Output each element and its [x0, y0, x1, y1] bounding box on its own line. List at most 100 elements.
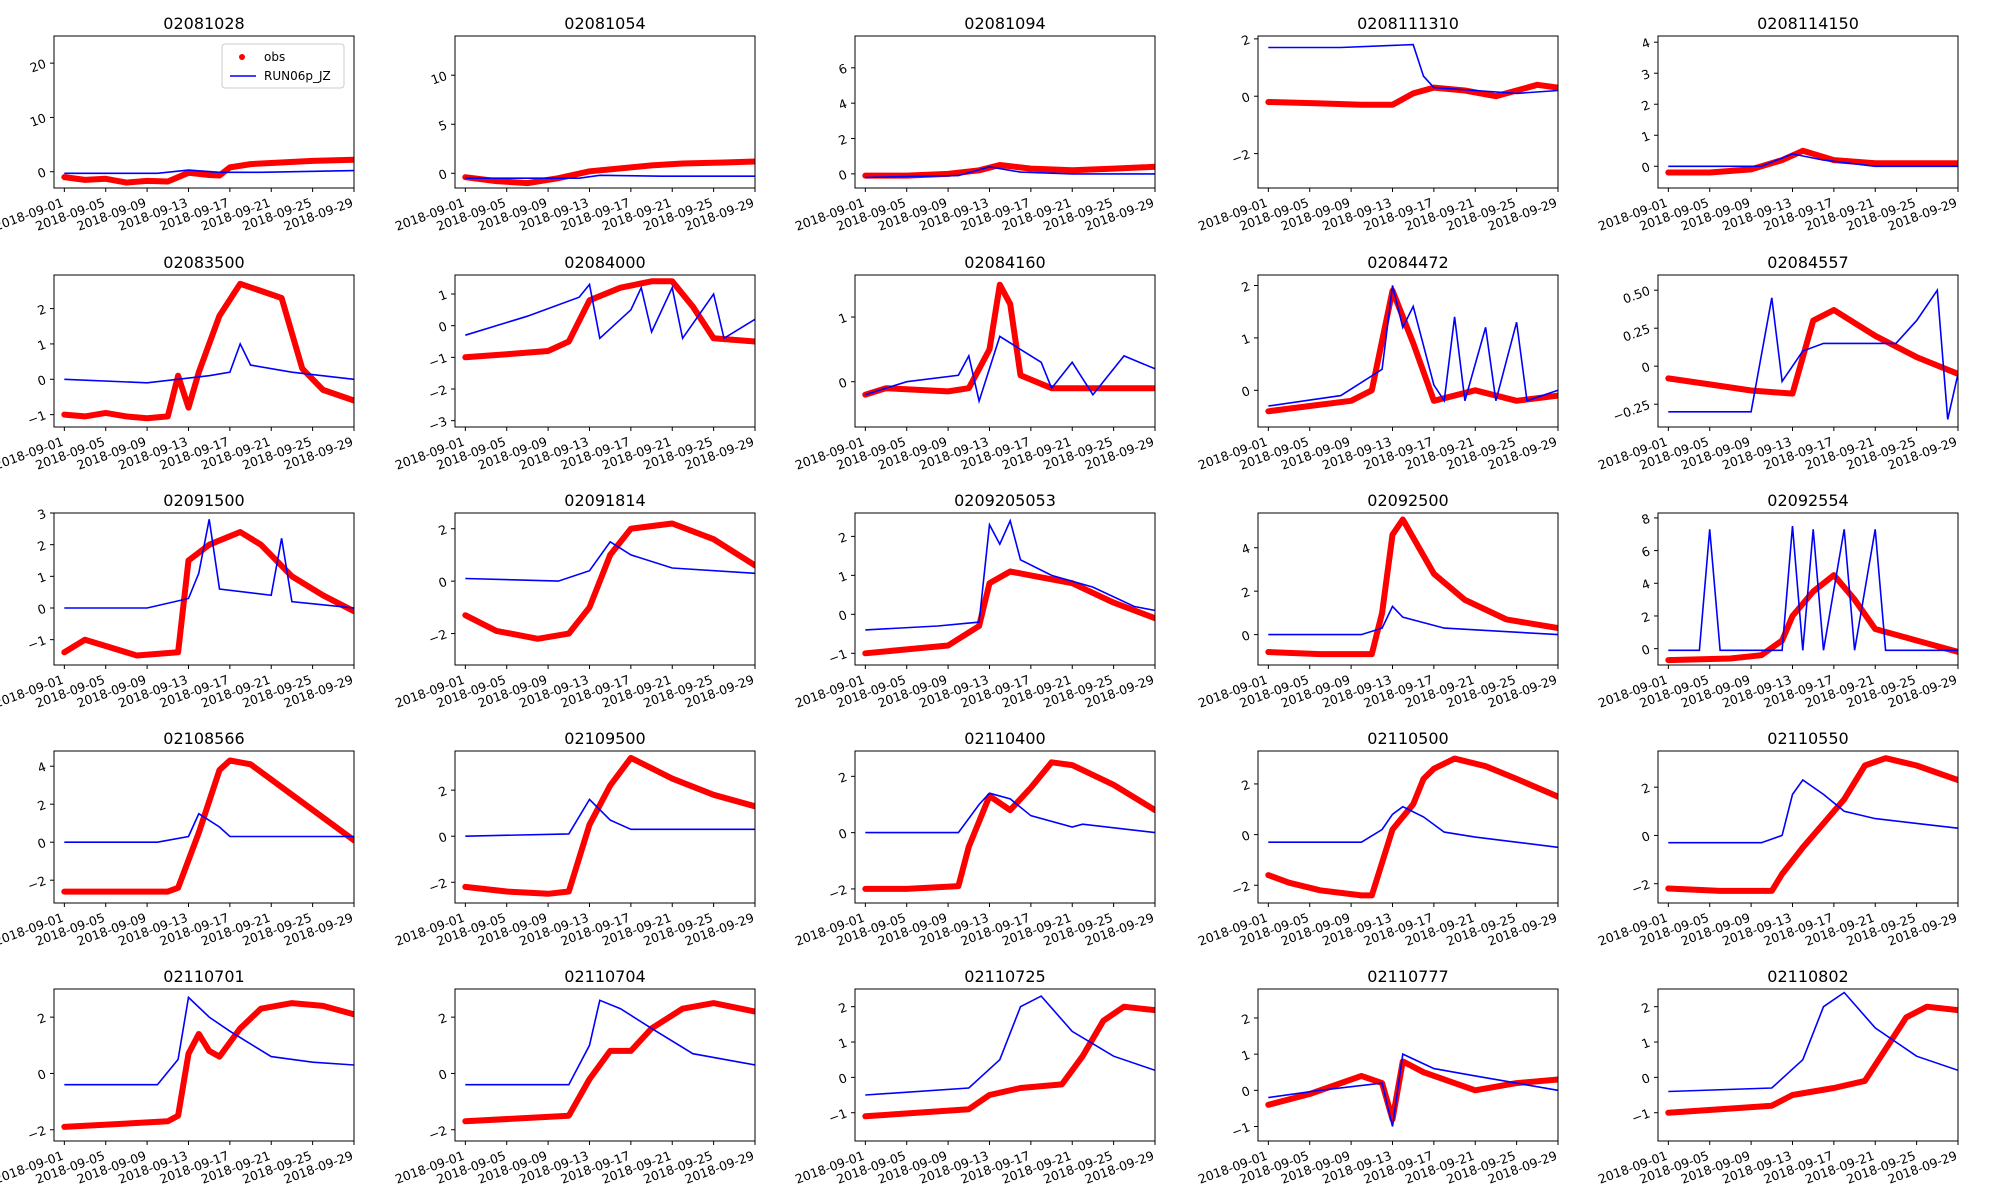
model-series-line [865, 335, 1155, 405]
obs-series-line [1665, 572, 1958, 664]
subplot-0208114150: 0208114150012342018-09-012018-09-052018-… [1596, 14, 1959, 234]
y-tick-label: 0 [1639, 159, 1652, 176]
y-tick-label: 2 [35, 797, 48, 814]
subplot-02084472: 020844720122018-09-012018-09-052018-09-0… [1196, 253, 1559, 473]
y-tick-label: −1 [427, 350, 449, 370]
y-tick-label: −1 [827, 646, 849, 666]
subplot-02084000: 02084000−3−2−1012018-09-012018-09-052018… [393, 253, 756, 473]
y-tick-label: −1 [1230, 1119, 1252, 1139]
subplot-title: 0209205053 [954, 491, 1056, 510]
y-tick-label: 1 [1639, 128, 1652, 145]
y-tick-label: −2 [427, 875, 449, 895]
y-tick-label: 2 [836, 529, 849, 546]
model-series-line [1268, 43, 1558, 95]
y-tick-label: 2 [1239, 584, 1252, 601]
axes-frame [454, 988, 756, 1142]
subplot-title: 02083500 [163, 253, 244, 272]
obs-series-line [61, 280, 354, 422]
y-tick-label: 2 [1239, 777, 1252, 794]
obs-series-line [862, 568, 1155, 657]
subplot-title: 02092554 [1767, 491, 1848, 510]
subplot-title: 02110550 [1767, 729, 1848, 748]
obs-series-line [61, 757, 354, 895]
y-tick-label: 4 [836, 96, 849, 113]
subplot-title: 02091814 [564, 491, 645, 510]
obs-series-line [462, 158, 755, 187]
y-tick-label: 0.50 [1621, 283, 1652, 307]
y-tick-label: 2 [836, 999, 849, 1016]
y-tick-label: 1 [436, 287, 449, 304]
legend: obs RUN06p_JZ [221, 43, 345, 89]
model-series-line [465, 174, 755, 179]
subplot-title: 02084160 [964, 253, 1045, 272]
model-series-line [465, 282, 755, 341]
obs-series-line [462, 520, 755, 642]
y-tick-label: 2 [1239, 32, 1252, 49]
y-tick-label: 4 [35, 759, 48, 776]
y-tick-label: 6 [836, 61, 849, 78]
axes-frame [1657, 512, 1959, 666]
y-tick-label: 1 [836, 1035, 849, 1052]
subplot-02110550: 02110550−2022018-09-012018-09-052018-09-… [1596, 729, 1959, 949]
subplot-title: 02091500 [163, 491, 244, 510]
y-tick-label: 2 [35, 301, 48, 318]
y-tick-label: 2 [836, 131, 849, 148]
subplot-title: 02110777 [1367, 967, 1448, 986]
subplot-02083500: 02083500−10122018-09-012018-09-052018-09… [0, 253, 355, 473]
subplot-title: 02081028 [163, 14, 244, 33]
y-tick-label: 2 [1639, 97, 1652, 114]
subplot-title: 02081094 [964, 14, 1045, 33]
legend-model-label: RUN06p_JZ [264, 69, 331, 83]
obs-series-line [1265, 1058, 1558, 1123]
model-series-line [1668, 287, 1958, 420]
subplot-title: 02110704 [564, 967, 645, 986]
y-tick-label: 2 [1639, 780, 1652, 797]
subplot-title: 02110802 [1767, 967, 1848, 986]
subplot-title: 02110500 [1367, 729, 1448, 748]
y-tick-label: 0 [1239, 827, 1252, 844]
axes-frame [53, 274, 355, 428]
y-tick-label: −1 [1630, 1105, 1652, 1125]
y-tick-label: 0 [35, 601, 48, 618]
y-tick-label: 10 [28, 110, 48, 130]
obs-series-line [862, 1003, 1155, 1120]
obs-series-line [1665, 755, 1958, 894]
y-tick-label: 0 [836, 607, 849, 624]
axes-frame [854, 35, 1156, 189]
y-tick-label: 0 [836, 1070, 849, 1087]
y-tick-label: 0 [1639, 828, 1652, 845]
y-tick-label: 8 [1639, 511, 1652, 528]
model-series-line [64, 169, 354, 175]
y-tick-label: 0 [1239, 89, 1252, 106]
axes-frame [854, 750, 1156, 904]
subplot-02091500: 02091500−101232018-09-012018-09-052018-0… [0, 491, 355, 711]
subplot-02110777: 02110777−10122018-09-012018-09-052018-09… [1196, 967, 1559, 1187]
axes-frame [1657, 750, 1959, 904]
subplot-02110400: 02110400−2022018-09-012018-09-052018-09-… [793, 729, 1156, 949]
model-series-line [465, 540, 755, 582]
y-tick-label: 0 [436, 574, 449, 591]
axes-frame [854, 988, 1156, 1142]
y-tick-label: 0 [836, 167, 849, 184]
subplot-02092554: 02092554024682018-09-012018-09-052018-09… [1596, 491, 1959, 711]
subplot-02110725: 02110725−10122018-09-012018-09-052018-09… [793, 967, 1156, 1187]
obs-series-line [61, 1000, 354, 1130]
y-tick-label: 0 [1639, 359, 1652, 376]
model-series-line [1668, 778, 1958, 844]
model-series-line [64, 995, 354, 1086]
axes-frame [53, 35, 355, 189]
obs-series-line [862, 281, 1155, 398]
model-series-line [1668, 153, 1958, 168]
obs-series-line [1265, 81, 1558, 108]
axes-frame [854, 274, 1156, 428]
y-tick-label: −0.25 [1611, 397, 1652, 424]
model-series-line [465, 798, 755, 837]
axes-frame [1257, 35, 1559, 189]
subplot-title: 02109500 [564, 729, 645, 748]
obs-series-line [862, 162, 1155, 179]
y-tick-label: 0 [1239, 1083, 1252, 1100]
y-tick-label: 1 [35, 569, 48, 586]
y-tick-label: 0 [436, 1066, 449, 1083]
y-tick-label: −1 [827, 1105, 849, 1125]
y-tick-label: 1 [35, 337, 48, 354]
